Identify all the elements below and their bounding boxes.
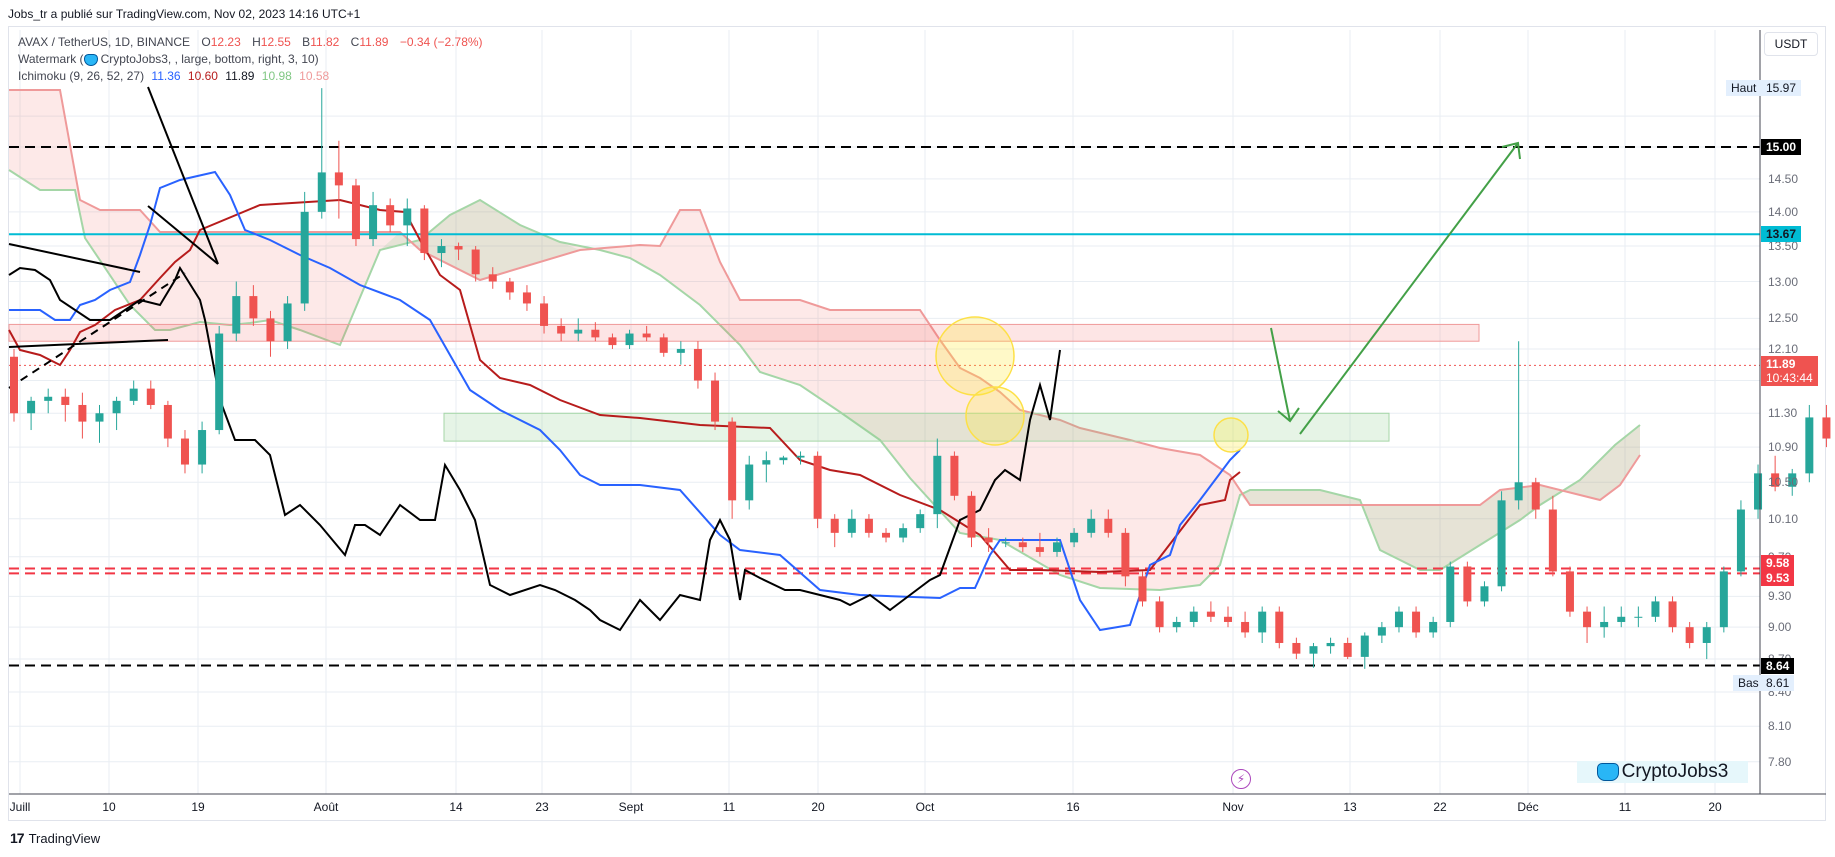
price-tick: 9.30 [1768, 589, 1792, 604]
footer: 17 TradingView [10, 830, 100, 846]
legend-symbol-row[interactable]: AVAX / TetherUS, 1D, BINANCE O12.23 H12.… [18, 34, 483, 51]
time-tick: Déc [1517, 800, 1539, 814]
trendline [8, 243, 141, 273]
ichimoku-cloud [9, 90, 1640, 590]
high-marker-label: Haut [1726, 80, 1762, 96]
tradingview-brand: TradingView [28, 830, 101, 846]
low-label: B [302, 35, 311, 49]
price-tick: 10.90 [1768, 440, 1799, 455]
low-marker-label: Bas [1733, 675, 1764, 691]
tenkan-value: 11.36 [151, 69, 181, 83]
time-tick: Août [313, 800, 339, 814]
low-marker-value: 8.61 [1761, 675, 1795, 691]
price-tag: 9.53 [1761, 570, 1795, 587]
kijun-sen [8, 198, 1241, 574]
open-label: O [201, 35, 211, 49]
price-tag: 8.64 [1761, 657, 1795, 674]
price-tick: 10.50 [1768, 475, 1799, 490]
price-tick: 14.00 [1768, 204, 1799, 219]
high-marker-value: 15.97 [1761, 80, 1802, 96]
symbol-label: AVAX / TetherUS, 1D, BINANCE [18, 35, 191, 49]
time-tick: 10 [102, 800, 116, 814]
price-tick: 13.00 [1768, 274, 1799, 289]
highlight-circle [935, 316, 1015, 396]
time-tick: 13 [1343, 800, 1357, 814]
grid [9, 30, 1760, 794]
countdown-timer: 10:43:44 [1766, 371, 1813, 386]
watermark-text: CryptoJobs3 [1621, 761, 1729, 782]
events-lightning-icon[interactable]: ⚡ [1231, 769, 1251, 789]
time-tick: 23 [535, 800, 549, 814]
legend-watermark-row[interactable]: Watermark ( CryptoJobs3, , large, bottom,… [18, 51, 483, 68]
arrow-down-head [1277, 407, 1300, 423]
high-label: H [252, 35, 261, 49]
chikou-span [8, 265, 1061, 632]
tenkan-sen [9, 170, 1241, 632]
publisher-caption: Jobs_tr a publié sur TradingView.com, No… [8, 7, 361, 21]
resistance-zone [8, 323, 1480, 342]
close-value: 11.89 [359, 35, 389, 49]
price-tick: 8.10 [1768, 719, 1792, 734]
trendline [8, 339, 169, 348]
highlight-circle [1213, 417, 1249, 453]
arrow-up-head [1501, 141, 1521, 160]
price-tick: 7.80 [1768, 754, 1792, 769]
time-tick: 11 [1618, 800, 1632, 814]
ichimoku-label: Ichimoku (9, 26, 52, 27) [18, 69, 145, 83]
time-tick: 16 [1066, 800, 1080, 814]
trendline-dashed [8, 272, 186, 389]
senkou-a-value: 10.98 [261, 69, 292, 83]
candles [10, 88, 1831, 669]
senkou-span-a [8, 169, 1641, 592]
last-price-value: 11.89 [1766, 357, 1796, 372]
kijun-value: 10.60 [187, 69, 218, 83]
high-value: 12.55 [260, 35, 291, 49]
open-value: 12.23 [210, 35, 241, 49]
time-tick: Sept [618, 800, 644, 814]
price-tick: 9.00 [1768, 620, 1792, 635]
watermark-args: CryptoJobs3, , large, bottom, right, 3, … [100, 52, 319, 66]
whale-icon [83, 53, 98, 66]
time-tick: Nov [1222, 800, 1244, 814]
chikou-value: 11.89 [225, 69, 255, 83]
price-tick: 12.10 [1768, 341, 1799, 356]
price-tag: 9.58 [1761, 555, 1795, 572]
watermark-indicator-label: Watermark ( [18, 52, 84, 66]
legend: AVAX / TetherUS, 1D, BINANCE O12.23 H12.… [18, 34, 483, 85]
senkou-b-value: 10.58 [299, 69, 330, 83]
whale-icon [1596, 763, 1619, 781]
ichimoku-cloud-bullish [380, 200, 580, 280]
time-tick: 20 [811, 800, 825, 814]
arrow-down [1270, 327, 1291, 422]
highlight-circle [965, 386, 1025, 446]
price-tag: 13.67 [1761, 226, 1802, 243]
tradingview-logo-icon: 17 [10, 830, 25, 846]
low-value: 11.82 [310, 35, 340, 49]
change-value: −0.34 (−2.78%) [399, 35, 483, 49]
trendline [147, 205, 219, 265]
ichimoku-cloud-bullish-future [1240, 425, 1640, 570]
trendline [147, 86, 219, 265]
price-tag: 15.00 [1761, 139, 1802, 155]
currency-button[interactable]: USDT [1764, 32, 1818, 56]
price-tag: 11.89 10:43:44 [1761, 356, 1818, 387]
time-tick: 14 [449, 800, 463, 814]
price-tick: 13.50 [1768, 239, 1799, 254]
time-tick: 11 [722, 800, 736, 814]
price-tick: 14.50 [1768, 171, 1799, 186]
legend-ichimoku-row[interactable]: Ichimoku (9, 26, 52, 27) 11.36 10.60 11.… [18, 68, 483, 85]
price-tick: 10.10 [1768, 511, 1799, 526]
watermark-badge: CryptoJobs3 [1577, 761, 1748, 783]
arrow-up [1299, 142, 1519, 435]
price-tick: 11.30 [1768, 406, 1798, 421]
time-tick: Juill [9, 800, 31, 814]
time-tick: 20 [1708, 800, 1722, 814]
time-tick: 22 [1433, 800, 1447, 814]
time-tick: Oct [915, 800, 935, 814]
price-tick: 12.50 [1768, 311, 1799, 326]
time-tick: 19 [191, 800, 205, 814]
close-label: C [350, 35, 360, 49]
